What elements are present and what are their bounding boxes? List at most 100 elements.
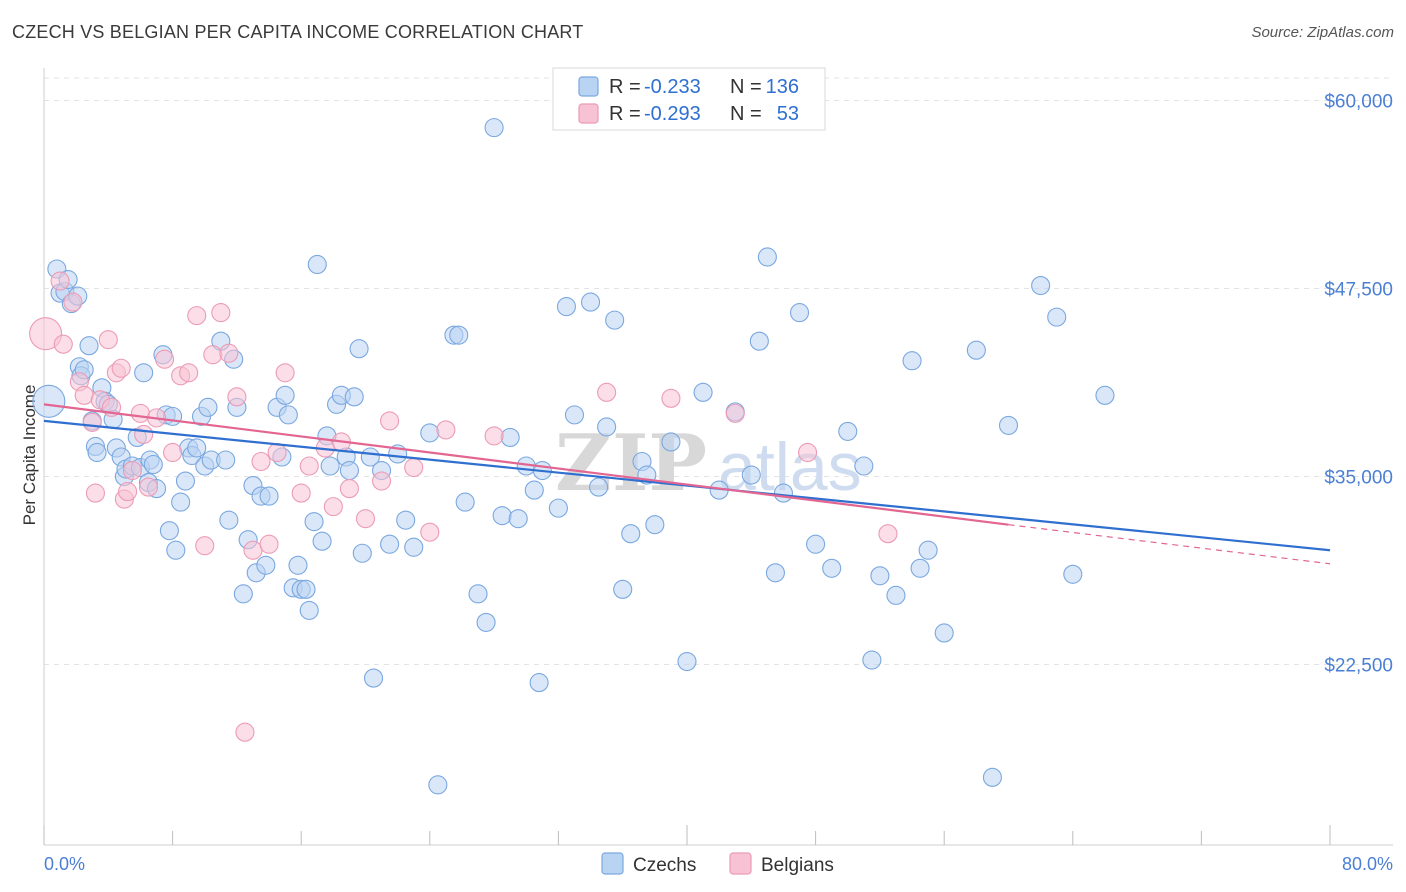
czech-point bbox=[621, 524, 641, 544]
belgian-point bbox=[82, 412, 102, 432]
bottom-legend-czech-swatch bbox=[601, 852, 624, 875]
czech-point bbox=[187, 438, 207, 458]
belgian-point bbox=[163, 442, 183, 463]
belgian-point bbox=[372, 471, 392, 491]
czech-point bbox=[998, 415, 1019, 435]
legend-belgian-r-label: R = bbox=[609, 103, 641, 125]
czech-point bbox=[645, 515, 665, 535]
czech-point bbox=[307, 254, 327, 275]
czech-point bbox=[548, 498, 568, 518]
czech-point bbox=[966, 340, 986, 360]
czech-point bbox=[580, 292, 601, 312]
czech-point bbox=[613, 579, 633, 599]
czech-point bbox=[765, 563, 785, 583]
y-axis-label: Per Capita Income bbox=[20, 385, 39, 526]
czech-point bbox=[524, 480, 544, 500]
legend-belgian-n-value: 53 bbox=[777, 103, 799, 125]
source-label: Source: ZipAtlas.com bbox=[1251, 24, 1394, 41]
belgian-point bbox=[355, 509, 376, 529]
czech-point bbox=[492, 506, 512, 526]
x-tick-max: 80.0% bbox=[1342, 854, 1393, 874]
czech-point bbox=[396, 510, 416, 530]
belgian-point bbox=[243, 540, 263, 560]
belgian-point bbox=[259, 534, 279, 554]
belgian-point bbox=[111, 358, 131, 378]
legend-czech-n-label: N = bbox=[730, 76, 762, 98]
belgian-trend-line bbox=[43, 403, 1009, 526]
belgian-point bbox=[195, 536, 215, 556]
czech-point bbox=[380, 534, 400, 554]
czech-point bbox=[344, 387, 364, 407]
belgian-point bbox=[661, 388, 681, 408]
watermark-zip: ZIP bbox=[555, 418, 707, 509]
czech-point bbox=[749, 331, 769, 351]
belgian-point bbox=[211, 303, 231, 323]
czech-point bbox=[352, 543, 372, 563]
czech-point bbox=[934, 623, 954, 643]
czech-point bbox=[198, 397, 218, 417]
legend-czech-n-value: 136 bbox=[766, 76, 799, 98]
czech-point bbox=[175, 471, 196, 491]
czech-point bbox=[296, 579, 316, 599]
czech-point bbox=[597, 417, 617, 437]
belgian-point bbox=[597, 382, 617, 402]
belgian-point bbox=[275, 363, 295, 383]
belgian-point bbox=[130, 403, 150, 423]
legend-czech-r-label: R = bbox=[609, 76, 641, 98]
belgian-point bbox=[98, 330, 118, 350]
belgian-point bbox=[339, 479, 359, 499]
czech-point bbox=[420, 423, 440, 443]
czech-point bbox=[1047, 307, 1067, 327]
y-tick-label: $35,000 bbox=[1324, 468, 1393, 489]
belgian-point bbox=[53, 334, 73, 354]
czech-point bbox=[1095, 385, 1115, 405]
belgian-point bbox=[134, 424, 154, 444]
czech-point bbox=[661, 432, 681, 452]
legend-czech-r-value: -0.233 bbox=[644, 76, 701, 98]
czech-point bbox=[982, 767, 1002, 787]
belgian-trend-extension bbox=[1008, 524, 1331, 565]
czech-point bbox=[476, 612, 496, 632]
czech-point bbox=[219, 510, 239, 530]
czech-point bbox=[363, 668, 384, 688]
belgian-point bbox=[878, 524, 898, 544]
belgian-point bbox=[179, 363, 199, 383]
belgian-point bbox=[63, 292, 83, 312]
czech-point bbox=[428, 775, 448, 795]
belgian-point bbox=[235, 722, 255, 742]
y-tick-label: $22,500 bbox=[1324, 656, 1393, 677]
czech-point bbox=[508, 509, 528, 529]
czech-point bbox=[339, 460, 359, 481]
czech-point bbox=[757, 247, 777, 267]
belgian-point bbox=[122, 460, 142, 481]
y-tick-labels: $22,500 $35,000 $47,500 $60,000 bbox=[1324, 92, 1393, 677]
top-legend: R = -0.233 N = 136 R = -0.293 N = 53 bbox=[552, 67, 826, 131]
belgian-point bbox=[155, 349, 175, 369]
belgian-point bbox=[291, 483, 311, 503]
belgian-point bbox=[436, 420, 456, 440]
belgian-point bbox=[29, 317, 63, 351]
czech-point bbox=[256, 555, 276, 575]
belgian-point bbox=[484, 426, 504, 446]
czech-point bbox=[529, 673, 549, 693]
czech-point bbox=[166, 540, 186, 560]
czech-point bbox=[171, 492, 191, 512]
czech-point bbox=[79, 336, 99, 356]
grid-lines bbox=[44, 77, 1393, 666]
czech-point bbox=[902, 351, 922, 371]
czech-point bbox=[87, 442, 107, 463]
belgian-point bbox=[118, 482, 138, 502]
czech-point bbox=[910, 558, 930, 578]
czech-point bbox=[862, 650, 882, 670]
czech-point bbox=[288, 555, 308, 575]
czech-point bbox=[693, 382, 713, 402]
czech-point bbox=[789, 303, 810, 323]
belgian-point bbox=[203, 345, 223, 365]
czech-point bbox=[312, 531, 332, 551]
czech-point bbox=[455, 492, 475, 512]
legend-belgian-n-label: N = bbox=[730, 103, 762, 125]
czech-point bbox=[349, 339, 369, 359]
czech-point bbox=[143, 454, 163, 475]
czech-point bbox=[773, 483, 794, 503]
